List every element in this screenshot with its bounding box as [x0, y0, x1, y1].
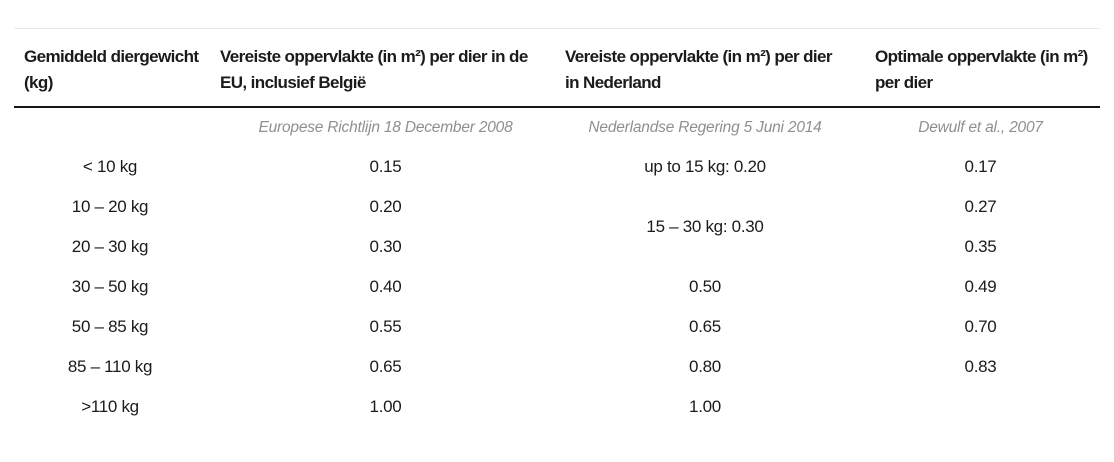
source-nl: Nederlandse Regering 5 Juni 2014 — [588, 118, 822, 136]
cell-weight: >110 kg — [81, 397, 139, 416]
cell-nl: up to 15 kg: 0.20 — [644, 157, 766, 176]
table-row: 10 – 20 kg 0.20 15 – 30 kg: 0.30 0.27 — [14, 187, 1100, 236]
cell-optimal: 0.49 — [964, 277, 997, 296]
cell-weight: 50 – 85 kg — [71, 317, 149, 336]
header-row: Gemiddeld diergewicht (kg) Vereiste oppe… — [14, 29, 1100, 107]
header-nl: Vereiste oppervlakte (in m²) per dier in… — [565, 47, 833, 92]
cell-nl: 0.50 — [689, 277, 721, 296]
header-weight: Gemiddeld diergewicht (kg) — [24, 47, 199, 92]
header-optimal: Optimale oppervlakte (in m²) per dier — [875, 47, 1088, 92]
cell-optimal: 0.70 — [964, 317, 997, 336]
cell-eu: 1.00 — [369, 397, 402, 416]
cell-optimal: 0.27 — [964, 197, 997, 216]
table-row: 85 – 110 kg 0.65 0.80 0.83 — [14, 347, 1100, 387]
table-row: >110 kg 1.00 1.00 — [14, 387, 1100, 427]
source-optimal: Dewulf et al., 2007 — [918, 118, 1043, 136]
cell-nl: 1.00 — [689, 397, 721, 416]
cell-nl: 0.80 — [689, 357, 721, 376]
cell-nl-merged: 15 – 30 kg: 0.30 — [646, 217, 764, 236]
cell-eu: 0.20 — [369, 197, 402, 216]
table-figure: Gemiddeld diergewicht (kg) Vereiste oppe… — [14, 28, 1100, 427]
cell-optimal: 0.17 — [964, 157, 997, 176]
source-row: Europese Richtlijn 18 December 2008 Nede… — [14, 107, 1100, 147]
cell-optimal — [845, 387, 1100, 427]
table-row: 50 – 85 kg 0.55 0.65 0.70 — [14, 307, 1100, 347]
table-row: < 10 kg 0.15 up to 15 kg: 0.20 0.17 — [14, 147, 1100, 187]
cell-eu: 0.65 — [369, 357, 402, 376]
cell-weight: 10 – 20 kg — [71, 197, 149, 216]
cell-optimal: 0.83 — [964, 357, 997, 376]
source-weight-empty — [14, 107, 220, 147]
cell-weight: 85 – 110 kg — [67, 357, 153, 376]
cell-eu: 0.40 — [369, 277, 402, 296]
header-eu: Vereiste oppervlakte (in m²) per dier in… — [220, 47, 528, 92]
cell-weight: 30 – 50 kg — [71, 277, 149, 296]
cell-weight: < 10 kg — [82, 157, 138, 176]
cell-nl: 0.65 — [689, 317, 721, 336]
table-row: 30 – 50 kg 0.40 0.50 0.49 — [14, 267, 1100, 307]
table-row: 20 – 30 kg 0.30 0.35 — [14, 227, 1100, 267]
source-eu: Europese Richtlijn 18 December 2008 — [258, 118, 513, 136]
animal-surface-requirements-table: Gemiddeld diergewicht (kg) Vereiste oppe… — [14, 28, 1100, 427]
cell-optimal: 0.35 — [964, 237, 997, 256]
cell-eu: 0.15 — [369, 157, 402, 176]
cell-weight: 20 – 30 kg — [71, 237, 149, 256]
cell-eu: 0.30 — [369, 237, 402, 256]
cell-eu: 0.55 — [369, 317, 402, 336]
